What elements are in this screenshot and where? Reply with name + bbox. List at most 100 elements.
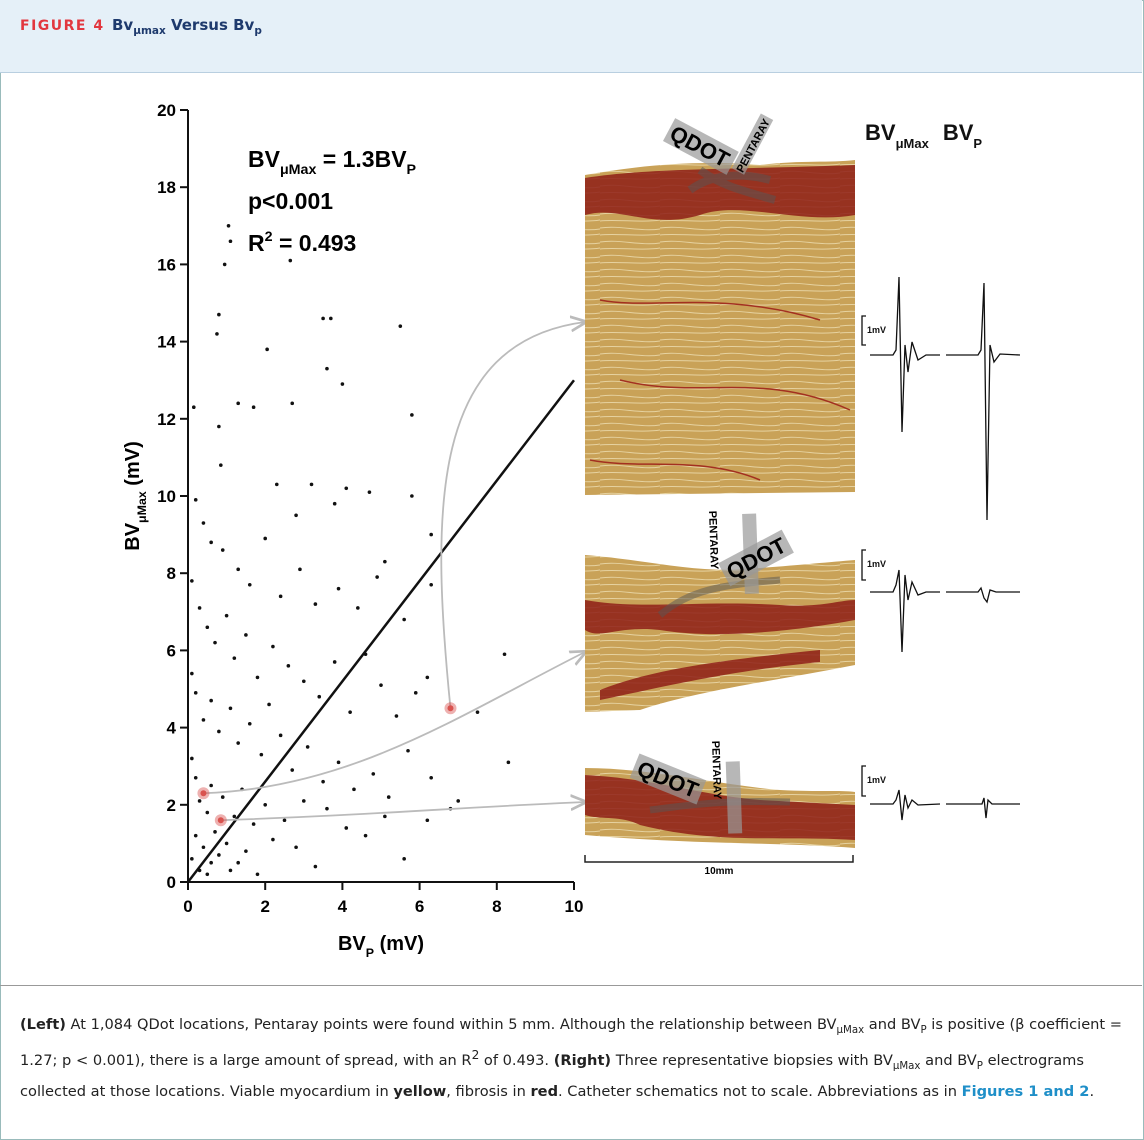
data-point: [309, 482, 314, 487]
data-point: [236, 860, 240, 865]
figure-header: FIGURE 4 Bvμmax Versus Bvp: [0, 0, 1142, 73]
data-point: [352, 787, 356, 792]
data-point: [224, 841, 229, 846]
data-point: [410, 494, 414, 498]
y-tick-label: 12: [157, 410, 176, 429]
caption-text: At 1,084 QDot locations, Pentaray points…: [65, 1016, 837, 1033]
y-tick-label: 4: [167, 719, 177, 738]
data-point: [379, 683, 383, 687]
data-point: [344, 826, 349, 830]
data-point: [375, 575, 379, 579]
data-point: [332, 660, 337, 664]
data-point: [383, 814, 387, 819]
data-point: [209, 540, 213, 545]
figure-label: FIGURE 4: [20, 18, 105, 34]
data-point: [236, 741, 240, 745]
data-point: [217, 312, 221, 317]
data-point: [220, 795, 225, 799]
data-point: [193, 775, 198, 780]
caption-text: of 0.493.: [479, 1051, 554, 1069]
biopsy-top: QDOT PENTARAY: [585, 113, 855, 495]
caption-text: Three representative biopsies with BV: [611, 1051, 893, 1069]
y-axis-label: BVμMax (mV): [122, 441, 149, 550]
y-tick-label: 20: [157, 101, 176, 120]
data-point: [290, 401, 295, 406]
data-point: [425, 675, 430, 680]
data-point: [475, 710, 480, 714]
caption-text: . Catheter schematics not to scale. Abbr…: [558, 1082, 962, 1100]
data-point: [255, 872, 260, 877]
data-point: [506, 760, 511, 765]
y-axis-label-part: (mV): [122, 441, 144, 491]
caption-sub: μMax: [836, 1024, 865, 1036]
callout-arrow: [440, 322, 585, 709]
x-tick-label: 2: [260, 897, 269, 916]
y-tick-label: 8: [167, 564, 176, 583]
caption-bold: (Left): [20, 1016, 66, 1033]
data-point: [197, 606, 202, 610]
title-part: Versus Bv: [165, 16, 255, 34]
y-tick-label: 18: [157, 178, 176, 197]
data-point: [274, 482, 279, 487]
egm-header: BVμMax BVP: [865, 120, 982, 151]
data-point: [410, 413, 414, 417]
x-tick-label: 10: [565, 897, 584, 916]
data-point: [205, 810, 210, 815]
data-point: [201, 845, 206, 850]
figure-title: Bvμmax Versus Bvp: [112, 16, 262, 37]
data-point: [329, 316, 333, 321]
data-point: [294, 845, 298, 850]
data-point: [247, 721, 252, 726]
highlight-point: [217, 817, 224, 824]
data-point: [394, 714, 399, 718]
data-point: [228, 868, 233, 873]
data-point: [278, 594, 283, 599]
data-point: [317, 694, 322, 699]
data-point: [271, 644, 275, 649]
data-point: [193, 691, 198, 695]
data-point: [209, 698, 213, 703]
data-point: [236, 567, 240, 572]
data-point: [325, 806, 329, 811]
x-tick-label: 4: [338, 897, 348, 916]
scale-label: 1mV: [867, 325, 886, 335]
callout-arrow: [220, 802, 585, 822]
data-point: [209, 860, 213, 865]
data-point: [305, 745, 310, 749]
data-point: [402, 617, 406, 622]
data-point: [228, 239, 233, 244]
data-point: [298, 567, 302, 572]
data-point: [217, 424, 221, 429]
scale-bar-label: 10mm: [705, 866, 734, 877]
data-point: [228, 706, 233, 711]
data-point: [290, 768, 295, 772]
caption-text: is positive (β coefficient = 1.27; p < 0…: [20, 1016, 1123, 1069]
data-point: [251, 405, 256, 410]
data-point: [367, 490, 372, 494]
biopsy-middle: PENTARAY QDOT: [585, 511, 855, 712]
scale-bar: 10mm: [584, 855, 854, 877]
x-axis-label: BVP (mV): [338, 933, 424, 960]
title-sub: p: [254, 25, 262, 37]
caption-sub: μMax: [892, 1060, 921, 1072]
data-point: [244, 849, 248, 853]
y-tick-label: 2: [167, 796, 176, 815]
data-point: [425, 818, 430, 823]
biopsy-bottom: QDOT PENTARAY: [585, 741, 855, 848]
equation: BVμMax = 1.3BVP: [248, 146, 417, 178]
caption-bold: red: [530, 1082, 559, 1100]
data-point: [193, 833, 198, 838]
data-point: [265, 347, 269, 352]
caption-link[interactable]: Figures 1 and 2: [961, 1082, 1090, 1100]
data-point: [232, 656, 237, 660]
data-point: [209, 783, 213, 788]
data-point: [255, 675, 260, 680]
data-point: [456, 799, 461, 803]
data-point: [271, 837, 275, 842]
data-point: [363, 833, 368, 838]
data-point: [190, 756, 194, 761]
y-tick-label: 0: [167, 873, 176, 892]
data-point: [205, 872, 210, 877]
data-point: [348, 710, 352, 714]
